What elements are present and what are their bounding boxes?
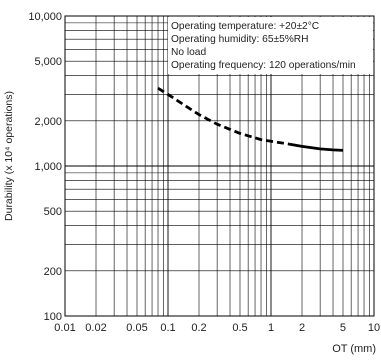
annotation-background [168,17,373,74]
x-tick-label: 0.5 [232,322,247,334]
durability-curve-solid [288,142,344,152]
y-tick-label: 10,000 [28,11,62,23]
x-tick-label: 0.1 [160,322,175,334]
y-tick-label: 2,000 [34,116,62,128]
series-layer [157,87,344,152]
annotation-line: No load [171,47,206,58]
x-tick-labels: 0.01 0.02 0.05 0.1 0.2 0.5 1 2 5 10 [54,322,380,334]
x-tick-label: 0.05 [126,322,147,334]
x-tick-label: 1 [268,322,274,334]
annotation-line: Operating frequency: 120 operations/min [171,60,356,71]
x-tick-label: 10 [368,322,380,334]
x-tick-label: 0.02 [85,322,106,334]
y-tick-label: 1,000 [34,161,62,173]
y-tick-label: 100 [44,311,62,323]
x-tick-label: 2 [299,322,305,334]
annotation-line: Operating humidity: 65±5%RH [171,34,309,45]
x-axis-label: OT (mm) [332,343,376,355]
x-tick-label: 5 [340,322,346,334]
y-tick-labels: 100 200 500 1,000 2,000 5,000 10,000 [28,11,62,323]
durability-curve-dashed [157,87,290,146]
annotation-line: Operating temperature: +20±2°C [171,21,319,32]
y-tick-label: 5,000 [34,56,62,68]
y-tick-label: 500 [44,206,62,218]
x-tick-label: 0.01 [54,322,75,334]
plot-frame [64,15,375,317]
annotation-block: Operating temperature: +20±2°C Operating … [171,21,356,71]
x-tick-label: 0.2 [191,322,206,334]
y-tick-label: 200 [44,266,62,278]
y-axis-label: Durability (x 10⁴ operations) [3,91,15,221]
